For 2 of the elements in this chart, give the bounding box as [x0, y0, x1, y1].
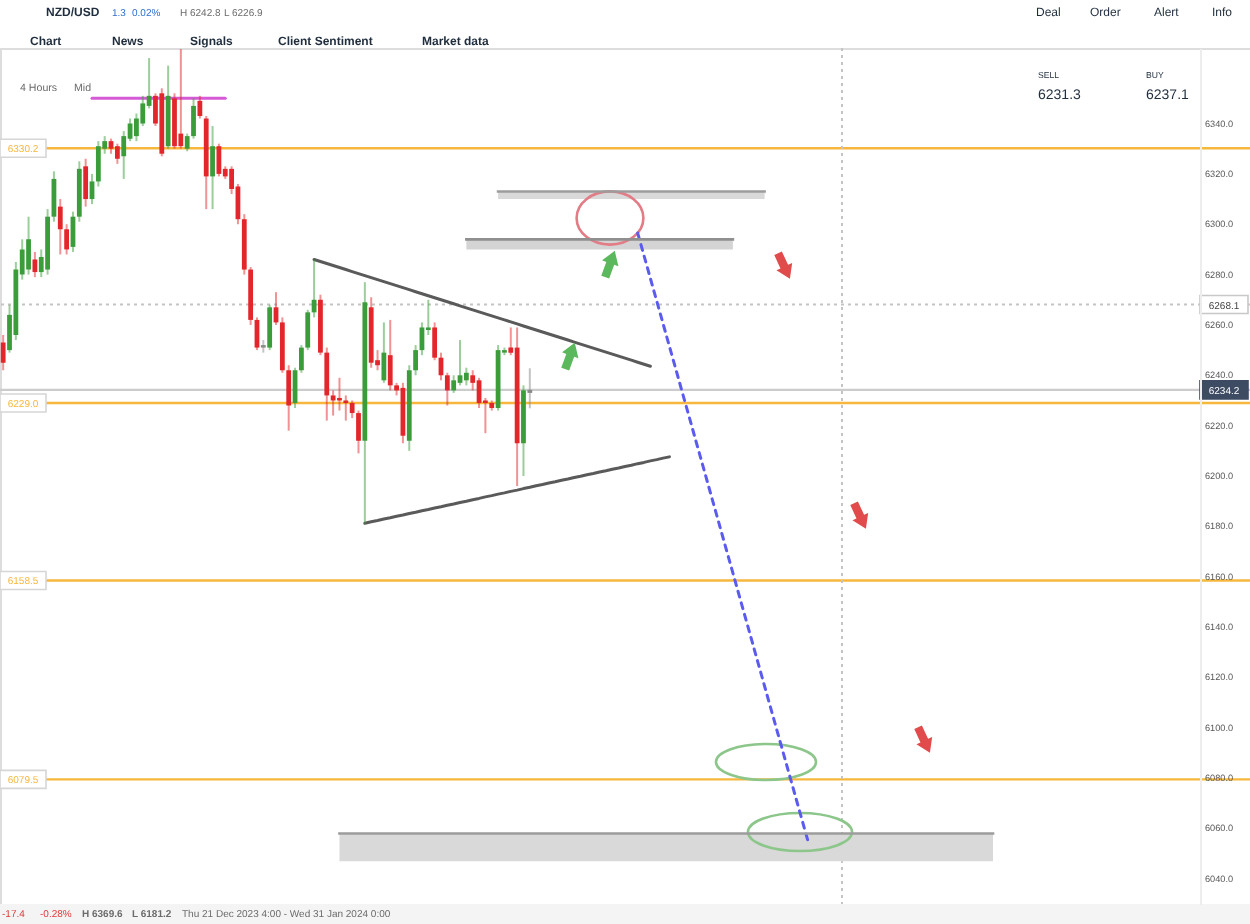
line-series [312, 257, 652, 368]
line-series [363, 455, 671, 525]
